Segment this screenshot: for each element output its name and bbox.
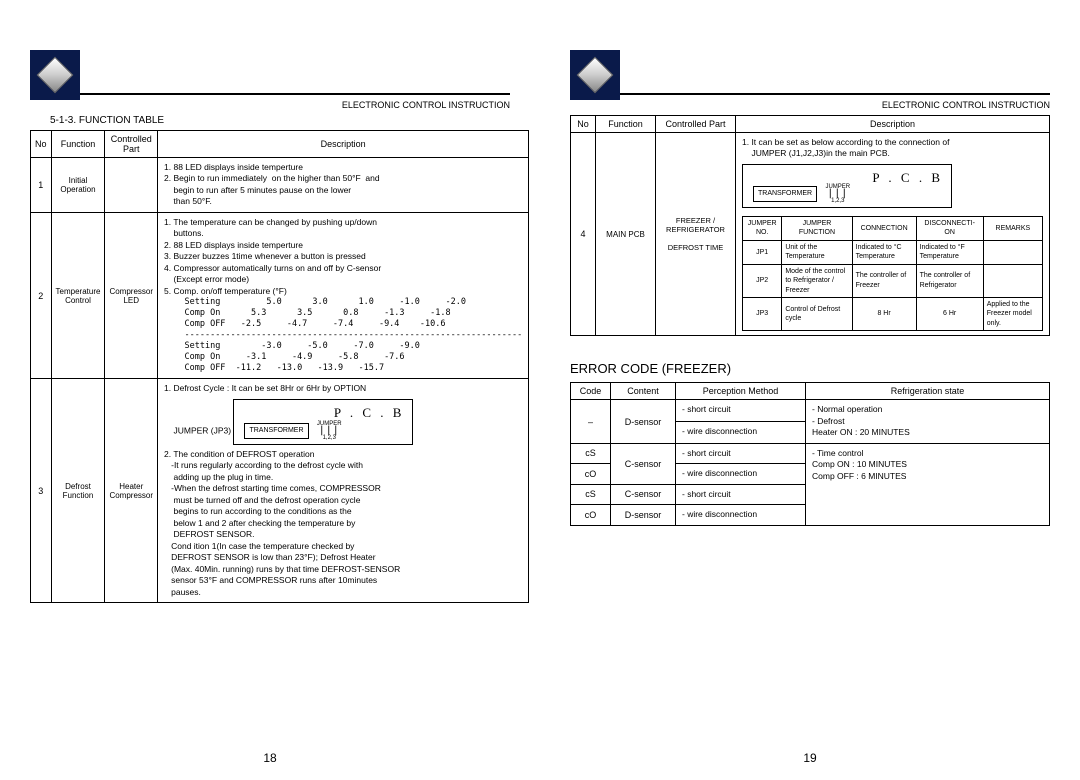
ecol-state: Refrigeration state	[806, 383, 1050, 400]
col-no: No	[31, 131, 52, 158]
col-desc: Description	[158, 131, 529, 158]
cell-desc: 1. 88 LED displays inside temperture 2. …	[158, 158, 529, 213]
logo-box	[570, 50, 620, 100]
pcb-diagram: P . C . B TRANSFORMER JUMPER ||| 1,2,3	[233, 399, 413, 445]
cell-no: 2	[31, 212, 52, 379]
col-part: Controlled Part	[105, 131, 158, 158]
col-desc: Description	[736, 116, 1050, 133]
function-table-cont: No Function Controlled Part Description …	[570, 115, 1050, 336]
page-number: 19	[803, 751, 816, 765]
divider: ----------------------------------------…	[164, 330, 522, 341]
function-table-title: 5-1-3. FUNCTION TABLE	[50, 115, 510, 126]
pcb-label: P . C . B	[872, 169, 943, 187]
diamond-icon	[37, 57, 74, 94]
table-row: 3 Defrost Function Heater Compressor 1. …	[31, 379, 529, 603]
jcol-rem: REMARKS	[983, 216, 1042, 240]
jcol-func: JUMPER FUNCTION	[782, 216, 852, 240]
diamond-icon	[577, 57, 614, 94]
table-row: 2 Temperature Control Compressor LED 1. …	[31, 212, 529, 379]
cell-desc: 1. The temperature can be changed by pus…	[158, 212, 529, 379]
jumper-group: JUMPER ||| 1,2,3	[317, 420, 342, 442]
cell-func: Defrost Function	[51, 379, 105, 603]
jcol-conn: CONNECTION	[852, 216, 916, 240]
comp-table-1: Setting 5.0 3.0 1.0 -1.0 -2.0 Comp On 5.…	[164, 297, 522, 330]
jcol-no: JUMPER NO.	[743, 216, 782, 240]
header-rule	[80, 93, 510, 95]
cell-desc: 1. Defrost Cycle : It can be set 8Hr or …	[158, 379, 529, 603]
page-left: ELECTRONIC CONTROL INSTRUCTION 5-1-3. FU…	[0, 0, 540, 780]
page-header: ELECTRONIC CONTROL INSTRUCTION	[30, 50, 510, 105]
jumper-row: JP3 Control of Defrost cycle 8 Hr 6 Hr A…	[743, 298, 1043, 331]
error-code-title: ERROR CODE (FREEZER)	[570, 361, 1050, 376]
cell-part: FREEZER / REFRIGERATOR DEFROST TIME	[656, 133, 736, 336]
transformer-label: TRANSFORMER	[244, 423, 308, 438]
cell-part	[105, 158, 158, 213]
ecol-code: Code	[571, 383, 611, 400]
col-func: Function	[596, 116, 656, 133]
error-code-table: Code Content Perception Method Refrigera…	[570, 382, 1050, 525]
error-row: – D-sensor - short circuit - Normal oper…	[571, 400, 1050, 422]
function-table: No Function Controlled Part Description …	[30, 130, 529, 603]
cell-no: 4	[571, 133, 596, 336]
ecol-method: Perception Method	[676, 383, 806, 400]
pcb-diagram: P . C . B TRANSFORMER JUMPER ||| 1,2,3	[742, 164, 952, 208]
page-number: 18	[263, 751, 276, 765]
cell-no: 3	[31, 379, 52, 603]
page-header: ELECTRONIC CONTROL INSTRUCTION	[570, 50, 1050, 105]
transformer-label: TRANSFORMER	[753, 186, 817, 201]
cell-func: MAIN PCB	[596, 133, 656, 336]
jumper-row: JP2 Mode of the control to Refrigerator …	[743, 264, 1043, 297]
jumper-table: JUMPER NO. JUMPER FUNCTION CONNECTION DI…	[742, 216, 1043, 331]
jumper-row: JP1 Unit of the Temperature Indicated to…	[743, 240, 1043, 264]
col-part: Controlled Part	[656, 116, 736, 133]
jumper-group: JUMPER ||| 1,2,3	[825, 183, 850, 205]
cell-func: Temperature Control	[51, 212, 105, 379]
header-rule	[620, 93, 1050, 95]
header-title: ELECTRONIC CONTROL INSTRUCTION	[342, 100, 510, 110]
table-row: 1 Initial Operation 1. 88 LED displays i…	[31, 158, 529, 213]
table-row: 4 MAIN PCB FREEZER / REFRIGERATOR DEFROS…	[571, 133, 1050, 336]
jcol-disc: DISCONNECTI-ON	[916, 216, 983, 240]
cell-func: Initial Operation	[51, 158, 105, 213]
pcb-label: P . C . B	[334, 404, 405, 422]
cell-no: 1	[31, 158, 52, 213]
error-row: cS C-sensor - short circuit - Time contr…	[571, 443, 1050, 463]
ecol-content: Content	[611, 383, 676, 400]
cell-part: Heater Compressor	[105, 379, 158, 603]
page-right: ELECTRONIC CONTROL INSTRUCTION No Functi…	[540, 0, 1080, 780]
cell-part: Compressor LED	[105, 212, 158, 379]
cell-desc: 1. It can be set as below according to t…	[736, 133, 1050, 336]
col-func: Function	[51, 131, 105, 158]
header-title: ELECTRONIC CONTROL INSTRUCTION	[882, 100, 1050, 110]
logo-box	[30, 50, 80, 100]
col-no: No	[571, 116, 596, 133]
comp-table-2: Setting -3.0 -5.0 -7.0 -9.0 Comp On -3.1…	[164, 341, 522, 374]
